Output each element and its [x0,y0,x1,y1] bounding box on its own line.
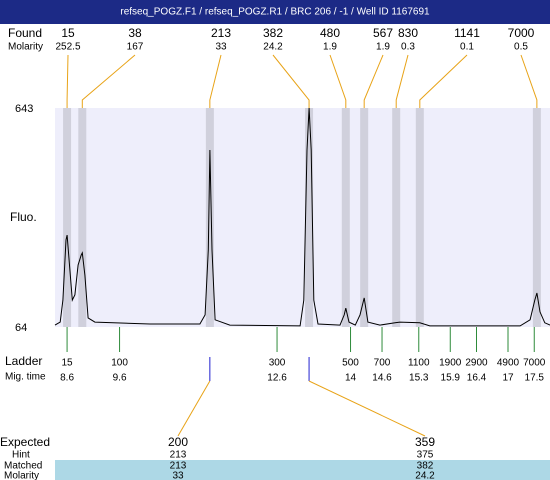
found-connector [395,54,409,108]
expected-label: Expected [0,435,50,449]
matched-value: 213 [170,461,187,472]
ladder-time: 15.3 [409,373,429,384]
ladder-time: 17 [502,373,514,384]
found-connector [209,54,222,108]
peak-band [205,108,214,327]
found-size: 480 [320,26,340,40]
ladder-time: 12.6 [267,373,287,384]
matched-value: 382 [417,461,434,472]
peak-band [305,108,314,327]
molarity-value: 24.2 [415,471,435,480]
ladder-time: 14 [345,373,357,384]
trace [54,107,550,327]
found-molarity: 252.5 [55,42,80,53]
ladder-time: 17.5 [525,373,545,384]
peak-band [415,108,424,327]
y-axis-label: Fluo. [10,210,37,224]
expected-connector [177,380,211,437]
ladder-size: 1100 [408,358,430,369]
ladder-size: 700 [374,358,391,369]
peak-band [341,108,350,327]
expected-value: 200 [168,435,188,449]
found-label: Found [8,26,42,40]
matched-label: Matched [4,461,42,472]
molarity-label: Molarity [8,42,43,53]
ladder-size: 7000 [523,358,546,369]
molarity-value: 33 [172,471,184,480]
y-tick-label: 64 [15,322,27,334]
peak-band [532,108,541,327]
ladder-time: 14.6 [372,373,392,384]
found-molarity: 1.9 [376,42,390,53]
ladder-size: 500 [342,358,359,369]
peak-band [63,108,72,327]
hint-value: 375 [417,450,434,461]
title-bar [0,0,550,24]
y-tick-label: 643 [15,103,33,115]
found-molarity: 0.1 [460,42,474,53]
found-molarity: 1.9 [323,42,337,53]
chart-title: refseq_POGZ.F1 / refseq_POGZ.R1 / BRC 20… [120,7,430,18]
ladder-size: 2900 [465,358,488,369]
found-molarity: 24.2 [263,42,283,53]
mig-time-label: Mig. time [5,372,46,383]
found-connector [272,54,310,108]
found-molarity: 0.3 [401,42,415,53]
ladder-size: 300 [269,358,286,369]
found-size: 15 [61,26,75,40]
found-size: 830 [398,26,418,40]
matched-band [55,460,550,480]
found-molarity: 33 [215,42,227,53]
ladder-size: 100 [111,358,128,369]
found-connector [329,54,347,108]
peak-band [78,108,87,327]
found-connector [363,54,384,108]
molarity-row-label: Molarity [4,471,39,480]
found-molarity: 167 [127,42,144,53]
ladder-time: 16.4 [467,373,487,384]
found-size: 1141 [454,26,480,40]
ladder-size: 15 [62,358,74,369]
hint-label: Hint [12,450,30,461]
found-size: 567 [373,26,393,40]
ladder-time: 15.9 [441,373,461,384]
found-connector [419,54,468,108]
found-connector [66,54,69,108]
peak-band [392,108,401,327]
found-size: 7000 [508,26,535,40]
ladder-time: 9.6 [113,373,127,384]
peak-band [360,108,369,327]
ladder-size: 4900 [497,358,520,369]
found-connector [520,54,538,108]
ladder-time: 8.6 [60,373,74,384]
found-size: 38 [128,26,142,40]
ladder-size: 1900 [439,358,462,369]
hint-value: 213 [170,450,187,461]
found-size: 382 [263,26,283,40]
ladder-label: Ladder [5,354,42,368]
found-molarity: 0.5 [514,42,528,53]
expected-value: 359 [415,435,435,449]
found-connector [81,54,136,108]
expected-connector [308,380,426,437]
found-size: 213 [211,26,231,40]
plot-area [55,108,550,327]
